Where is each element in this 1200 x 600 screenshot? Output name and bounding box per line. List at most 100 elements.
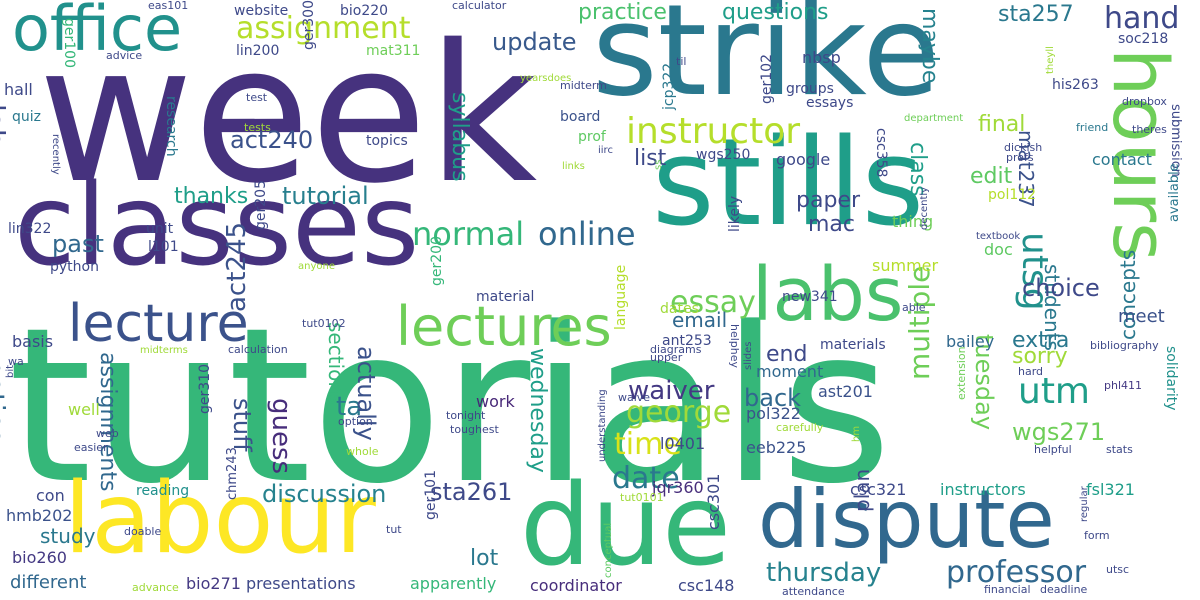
word-likely: likely [727,195,743,232]
word-strike: strike [592,0,940,124]
word-decently: decently [919,186,930,230]
word-lecture: lecture [68,294,249,354]
word-eas101: eas101 [148,0,189,12]
word-helphey: helphey [728,324,741,369]
word-practice: practice [578,0,667,25]
word-tutorials: tutorials [8,282,892,531]
word-instructor: instructor [626,111,801,152]
word-option: option [338,415,373,428]
word-summer: summer [872,256,939,275]
word-attendance: attendance [782,585,845,598]
word-yearsdoes: yearsdoes [520,73,572,84]
word-ger101: ger101 [423,470,439,520]
word-tonight: tonight [446,409,486,422]
word-normal: normal [412,215,525,253]
word-fsl321: fsl321 [1086,480,1135,499]
word-contact: contact [1092,150,1152,169]
word-conceptual: conceptual [603,522,614,578]
word-wgs250: wgs250 [696,147,751,163]
word-dispute: dispute [758,473,1055,566]
word-python: python [50,259,99,275]
word-assignments: assignments [95,352,120,492]
word-research: research [163,96,179,157]
word-con: con [36,486,65,505]
word-bibliography: bibliography [1090,339,1159,352]
word-l0401: l0401 [660,434,706,453]
word-toughest: toughest [450,423,499,436]
word-hand: hand [1104,1,1180,36]
word-lot: lot [470,546,499,571]
word-ger102: ger102 [759,54,775,104]
word-stuff: stuff [228,398,256,452]
word-materials: materials [820,337,886,353]
word-pol112: pol112 [988,187,1037,203]
word-hmb202: hmb202 [6,506,73,525]
word-presentations: presentations [246,574,356,593]
word-bit: bit [5,364,16,378]
word-thanks: thanks [174,184,249,209]
word-email: email [672,308,728,332]
word-assignment: assignment [236,11,411,46]
word-final: final [978,112,1026,137]
word-soc218: soc218 [1118,31,1169,47]
word-list: list [634,146,667,171]
word-waiver: waiver [628,376,715,406]
word-dates: dates [660,301,699,317]
word-midterm: midterm [560,79,607,92]
word-choice: choice [1022,274,1100,302]
word-ss: ss [653,159,664,170]
word-solidarity: solidarity [1163,346,1179,411]
word-able: able [902,301,926,314]
word-act245: act245 [222,221,252,312]
word-phl411: phl411 [1104,379,1143,392]
word-profs: profs [1006,151,1034,164]
word-guess: guess [266,398,296,475]
word-jqr360: jqr360 [652,478,704,497]
word-deadline: deadline [1040,583,1088,596]
word-chm243: chm243 [225,447,240,500]
word-csc301: csc301 [704,473,723,530]
word-reading: reading [136,483,190,499]
word-maybe: maybe [917,8,942,84]
word-bio220: bio220 [340,3,389,19]
word-hard: hard [1018,365,1044,378]
word-week: week [38,4,538,225]
word-online: online [538,215,636,253]
word-labour: labour [64,462,376,576]
word-date: date [612,461,680,496]
word-ger205: ger205 [253,180,269,230]
word-quiz: quiz [12,109,41,125]
word-l101: l101 [148,239,179,255]
word-carefully: carefully [776,421,824,434]
word-work: work [476,392,515,411]
word-ger100: ger100 [61,18,77,68]
word-topics: topics [366,133,408,149]
word-doable: doable [124,525,162,538]
word-lab: lab [0,104,11,147]
word-mac: mac [808,212,856,237]
word-diagrams: diagrams [650,343,702,356]
word-sta257: sta257 [998,2,1074,27]
word-extension: extension [955,346,968,400]
word-calculator: calculator [452,0,507,12]
word-sorry: sorry [1012,344,1068,369]
word-study: study [40,524,96,548]
word-wednesday: wednesday [525,348,550,473]
word-test: test [246,91,268,104]
word-whole: whole [346,445,379,458]
word-pol322: pol322 [746,404,801,423]
word-theres: theres [1132,123,1167,136]
word-dickish: dickish [1004,141,1043,154]
word-upper: upper [650,351,683,364]
word-tutorial: tutorial [282,182,369,210]
word-meet: meet [1118,306,1165,327]
word-edit: edit [970,164,1013,189]
word-utm: utm [1018,371,1090,412]
word-anyone: anyone [298,261,335,272]
word-midterms: midterms [140,345,188,356]
word-ant253: ant253 [662,333,712,349]
word-financial: financial [984,583,1031,596]
word-form: form [1084,529,1110,542]
word-mat311: mat311 [366,43,421,59]
word-tests: tests [244,121,271,134]
